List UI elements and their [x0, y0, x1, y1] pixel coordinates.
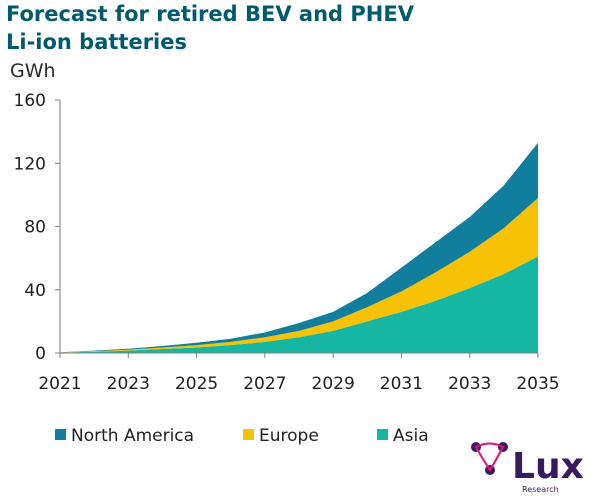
y-tick-label: 80 [24, 218, 46, 238]
x-tick-label: 2027 [243, 374, 286, 394]
y-tick-label: 160 [14, 91, 46, 111]
chart-areas [60, 142, 538, 353]
legend-label-europe: Europe [259, 426, 319, 446]
legend-swatch-europe [243, 429, 254, 440]
x-tick-label: 2025 [175, 374, 218, 394]
chart-title-line-1: Forecast for retired BEV and PHEV [6, 2, 414, 26]
chart-legend: North America Europe Asia [55, 426, 429, 446]
x-tick-label: 2033 [448, 374, 491, 394]
logo-subtext: Research [522, 485, 559, 494]
chart-title-line-2: Li-ion batteries [6, 30, 188, 54]
chart-axes: 0 40 80 120 160 2021 2023 2025 2027 2029 2031 2033 2… [14, 91, 560, 394]
x-tick-label: 2035 [516, 374, 559, 394]
logo-text: Lux [512, 446, 584, 487]
legend-label-north-america: North America [71, 426, 194, 446]
legend-swatch-north-america [55, 429, 66, 440]
y-tick-label: 120 [14, 154, 46, 174]
area-north-america [60, 142, 538, 353]
logo-mark [474, 442, 505, 472]
y-tick-label: 40 [24, 281, 46, 301]
x-tick-label: 2021 [38, 374, 81, 394]
legend-swatch-asia [377, 429, 388, 440]
y-tick-label: 0 [35, 344, 46, 364]
area-asia [60, 256, 538, 353]
x-tick-label: 2029 [312, 374, 355, 394]
legend-label-asia: Asia [393, 426, 429, 446]
area-europe [60, 198, 538, 353]
chart-title: Forecast for retired BEV and PHEV Li-ion… [6, 0, 414, 56]
y-axis-unit: GWh [10, 60, 56, 82]
x-tick-label: 2031 [380, 374, 423, 394]
x-tick-label: 2023 [107, 374, 150, 394]
